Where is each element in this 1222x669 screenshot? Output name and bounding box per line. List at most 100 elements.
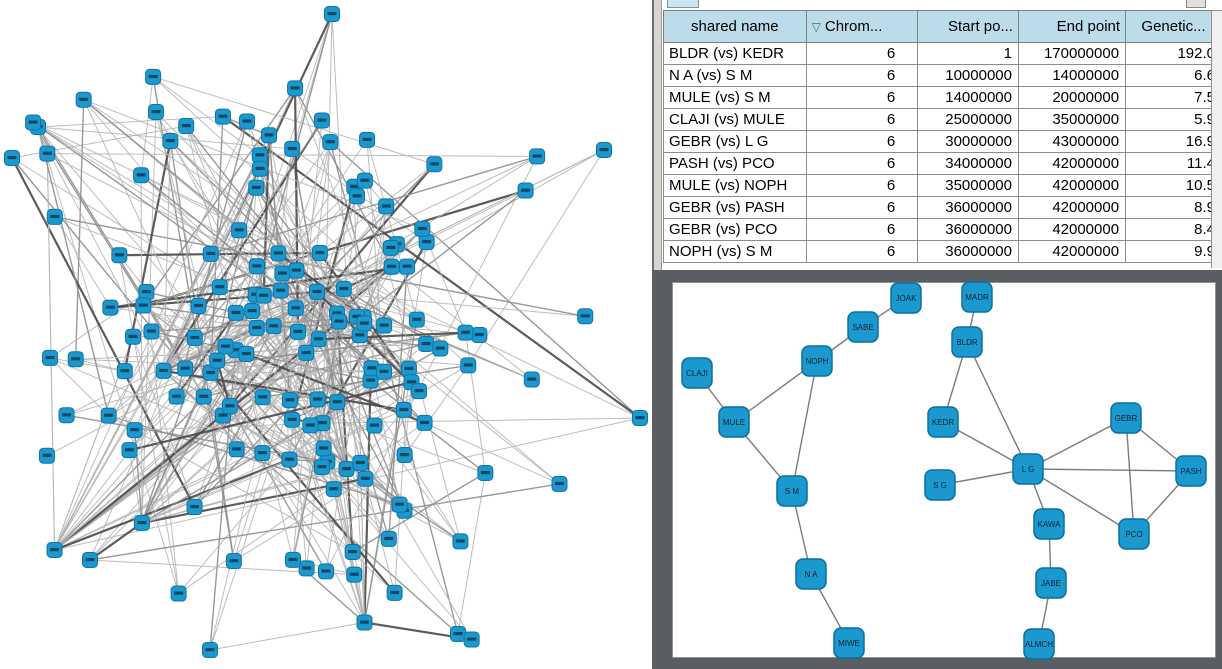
- network-node[interactable]: [366, 417, 383, 434]
- network-node[interactable]: [313, 112, 330, 129]
- table-cell[interactable]: 6: [805, 64, 919, 87]
- table-cell[interactable]: 42000000: [1017, 152, 1127, 175]
- network-edge[interactable]: [791, 360, 818, 492]
- network-node[interactable]: [248, 319, 265, 336]
- table-cell[interactable]: 8.4: [1125, 218, 1222, 241]
- table-cell[interactable]: CLAJI (vs) MULE: [663, 108, 807, 131]
- network-node[interactable]: [281, 451, 298, 468]
- network-node[interactable]: [211, 279, 228, 296]
- network-node[interactable]: [238, 113, 255, 130]
- network-node[interactable]: [344, 543, 361, 560]
- network-node[interactable]: [346, 566, 363, 583]
- network-node[interactable]: [148, 104, 164, 120]
- table-cell[interactable]: GEBR (vs) L G: [663, 130, 807, 153]
- table-cell[interactable]: 170000000: [1017, 42, 1127, 65]
- table-row[interactable]: PASH (vs) PCO 6 34000000 42000000 11.4: [663, 152, 1222, 175]
- network-node[interactable]: [329, 394, 346, 411]
- network-node[interactable]: [517, 182, 534, 199]
- network-node[interactable]: [25, 114, 42, 131]
- network-node[interactable]: [376, 363, 393, 380]
- network-node[interactable]: [416, 414, 433, 431]
- table-cell[interactable]: GEBR (vs) PASH: [663, 196, 807, 219]
- table-cell[interactable]: 6: [805, 196, 919, 219]
- network-node[interactable]: [168, 388, 185, 405]
- network-edge[interactable]: [1027, 468, 1192, 472]
- network-node[interactable]: JABE: [1035, 567, 1067, 599]
- network-node[interactable]: PASH: [1175, 455, 1207, 487]
- table-cell[interactable]: PASH (vs) PCO: [663, 152, 807, 175]
- column-header-chrom[interactable]: ▽ Chrom...: [805, 10, 919, 43]
- network-node[interactable]: NOPH: [801, 345, 833, 377]
- column-header-end-point[interactable]: End point: [1017, 10, 1127, 43]
- network-node[interactable]: S G: [924, 469, 956, 501]
- network-node[interactable]: GEBR: [1110, 402, 1142, 434]
- table-cell[interactable]: 14000000: [1017, 64, 1127, 87]
- network-node[interactable]: [38, 447, 55, 464]
- network-node[interactable]: MIWE: [833, 627, 865, 659]
- network-node[interactable]: [596, 142, 612, 158]
- network-node[interactable]: [202, 245, 219, 262]
- column-header-shared-name[interactable]: shared name: [663, 10, 807, 43]
- vertical-scrollbar-track[interactable]: [1211, 10, 1222, 268]
- network-node[interactable]: [58, 407, 75, 424]
- network-node[interactable]: [284, 551, 301, 568]
- network-node[interactable]: [138, 284, 155, 301]
- network-node[interactable]: [270, 245, 287, 262]
- network-node[interactable]: [309, 391, 326, 408]
- network-node[interactable]: [252, 160, 269, 177]
- network-node[interactable]: [102, 299, 119, 316]
- table-cell[interactable]: 8.9: [1125, 196, 1222, 219]
- network-node[interactable]: S M: [776, 475, 808, 507]
- network-node[interactable]: [170, 585, 187, 602]
- table-cell[interactable]: 43000000: [1017, 130, 1127, 153]
- network-node[interactable]: [450, 626, 466, 642]
- network-node[interactable]: [325, 481, 342, 498]
- table-cell[interactable]: 35000000: [917, 174, 1019, 197]
- network-node[interactable]: [248, 258, 265, 275]
- network-node[interactable]: [82, 552, 98, 568]
- network-node[interactable]: [287, 300, 304, 317]
- network-node[interactable]: [209, 352, 226, 369]
- network-node[interactable]: [190, 297, 207, 314]
- network-node[interactable]: [155, 362, 172, 379]
- network-node[interactable]: [231, 222, 248, 239]
- network-node[interactable]: KAWA: [1033, 508, 1065, 540]
- table-cell[interactable]: 1: [917, 42, 1019, 65]
- table-cell[interactable]: 6: [805, 152, 919, 175]
- network-node[interactable]: [477, 464, 494, 481]
- table-row[interactable]: BLDR (vs) KEDR 6 1 170000000 192.0: [663, 42, 1222, 65]
- network-node[interactable]: [116, 363, 133, 380]
- column-header-start-po[interactable]: Start po...: [917, 10, 1019, 43]
- network-node[interactable]: [298, 344, 315, 361]
- network-node[interactable]: [396, 447, 413, 464]
- network-node[interactable]: [632, 410, 648, 426]
- network-node[interactable]: [349, 188, 366, 205]
- network-edge[interactable]: [1027, 468, 1135, 535]
- network-node[interactable]: [356, 315, 373, 332]
- network-node[interactable]: [133, 514, 150, 531]
- network-node[interactable]: [471, 326, 488, 343]
- table-cell[interactable]: 6: [805, 86, 919, 109]
- network-node[interactable]: [382, 239, 399, 256]
- network-edge[interactable]: [1027, 417, 1127, 470]
- network-node[interactable]: [352, 454, 369, 471]
- network-node[interactable]: [42, 349, 59, 366]
- network-node[interactable]: [317, 563, 334, 580]
- table-cell[interactable]: 6: [805, 42, 919, 65]
- network-node[interactable]: L G: [1012, 453, 1044, 485]
- network-node[interactable]: [432, 340, 449, 357]
- network-node[interactable]: [359, 131, 376, 148]
- network-node[interactable]: [376, 317, 393, 334]
- table-row[interactable]: MULE (vs) S M 6 14000000 20000000 7.5: [663, 86, 1222, 109]
- table-row[interactable]: GEBR (vs) PASH 6 36000000 42000000 8.9: [663, 196, 1222, 219]
- network-node[interactable]: [287, 80, 304, 97]
- table-cell[interactable]: 16.9: [1125, 130, 1222, 153]
- network-node[interactable]: [227, 304, 244, 321]
- table-cell[interactable]: 6: [805, 108, 919, 131]
- network-node[interactable]: [386, 584, 403, 601]
- network-node[interactable]: [177, 360, 194, 377]
- network-node[interactable]: [460, 357, 477, 374]
- network-node[interactable]: [411, 383, 428, 400]
- network-node[interactable]: [288, 262, 305, 279]
- network-node[interactable]: [380, 530, 397, 547]
